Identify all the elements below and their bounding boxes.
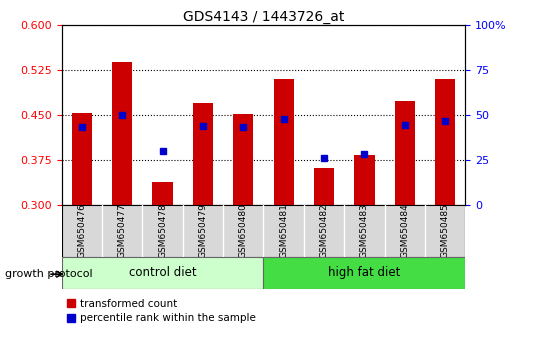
Text: GSM650484: GSM650484 <box>400 204 409 258</box>
Bar <box>112 62 132 205</box>
Title: GDS4143 / 1443726_at: GDS4143 / 1443726_at <box>183 10 344 24</box>
Bar <box>354 155 374 205</box>
Bar <box>193 103 213 205</box>
Bar <box>395 101 415 205</box>
Text: GSM650478: GSM650478 <box>158 204 167 258</box>
Text: GSM650480: GSM650480 <box>239 204 248 258</box>
Bar <box>233 114 254 205</box>
Text: GSM650477: GSM650477 <box>118 204 127 258</box>
Text: high fat diet: high fat diet <box>328 266 401 279</box>
Text: GSM650479: GSM650479 <box>198 204 208 258</box>
Text: GSM650483: GSM650483 <box>360 204 369 258</box>
Legend: transformed count, percentile rank within the sample: transformed count, percentile rank withi… <box>67 299 256 323</box>
Text: GSM650482: GSM650482 <box>319 204 328 258</box>
Text: GSM650485: GSM650485 <box>441 204 450 258</box>
Text: GSM650476: GSM650476 <box>77 204 86 258</box>
Bar <box>314 168 334 205</box>
Bar <box>62 257 263 289</box>
Text: GSM650481: GSM650481 <box>279 204 288 258</box>
Text: control diet: control diet <box>129 266 196 279</box>
Bar <box>273 79 294 205</box>
Text: growth protocol: growth protocol <box>5 269 93 279</box>
Bar <box>263 257 465 289</box>
Bar <box>152 182 173 205</box>
Bar <box>72 113 92 205</box>
Bar <box>435 79 455 205</box>
